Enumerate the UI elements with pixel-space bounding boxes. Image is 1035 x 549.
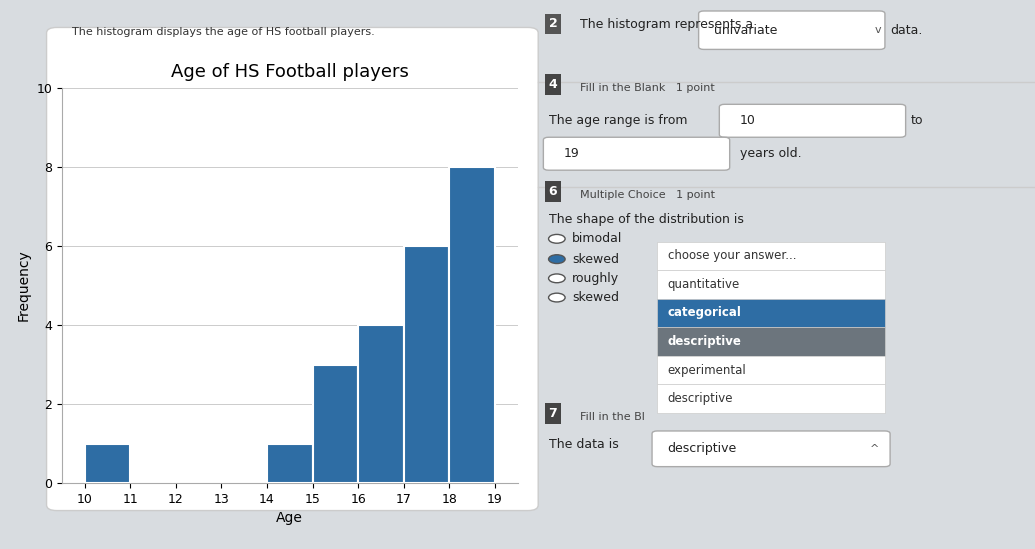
Text: 2: 2	[549, 18, 557, 30]
Text: 4: 4	[549, 78, 557, 91]
Text: 10: 10	[740, 114, 756, 127]
Text: The shape of the distribution is: The shape of the distribution is	[549, 213, 743, 226]
Y-axis label: Frequency: Frequency	[17, 250, 31, 321]
Text: choose your answer...: choose your answer...	[668, 249, 796, 262]
Text: The age range is from: The age range is from	[549, 114, 687, 127]
Bar	[449, 167, 495, 483]
Text: to: to	[911, 114, 923, 127]
Text: years old.: years old.	[740, 147, 802, 160]
Bar	[313, 365, 358, 483]
X-axis label: Age: Age	[276, 512, 303, 525]
Text: The histogram displays the age of HS football players.: The histogram displays the age of HS foo…	[72, 27, 376, 37]
Text: 7: 7	[549, 407, 557, 420]
Title: Age of HS Football players: Age of HS Football players	[171, 63, 409, 81]
Text: Fill in the Blank   1 point: Fill in the Blank 1 point	[580, 83, 714, 93]
Text: Fill in the Bl: Fill in the Bl	[580, 412, 645, 422]
Text: 19: 19	[564, 147, 580, 160]
Bar	[358, 325, 404, 483]
Bar	[85, 444, 130, 483]
Text: descriptive: descriptive	[668, 392, 733, 405]
Text: descriptive: descriptive	[668, 442, 737, 455]
Text: The data is: The data is	[549, 438, 618, 451]
Text: experimental: experimental	[668, 363, 746, 377]
Text: data.: data.	[890, 24, 922, 37]
Text: ^: ^	[869, 444, 879, 453]
Text: v: v	[875, 25, 881, 35]
Bar	[404, 246, 449, 483]
Text: The histogram represents a: The histogram represents a	[580, 18, 752, 31]
Text: categorical: categorical	[668, 306, 741, 320]
Text: 6: 6	[549, 185, 557, 198]
Text: quantitative: quantitative	[668, 278, 740, 291]
Text: skewed: skewed	[572, 253, 619, 266]
Text: univariate: univariate	[714, 24, 777, 37]
Text: bimodal: bimodal	[572, 232, 623, 245]
Text: descriptive: descriptive	[668, 335, 741, 348]
Text: Multiple Choice   1 point: Multiple Choice 1 point	[580, 190, 714, 200]
Text: roughly: roughly	[572, 272, 620, 285]
Text: skewed: skewed	[572, 291, 619, 304]
Bar	[267, 444, 313, 483]
